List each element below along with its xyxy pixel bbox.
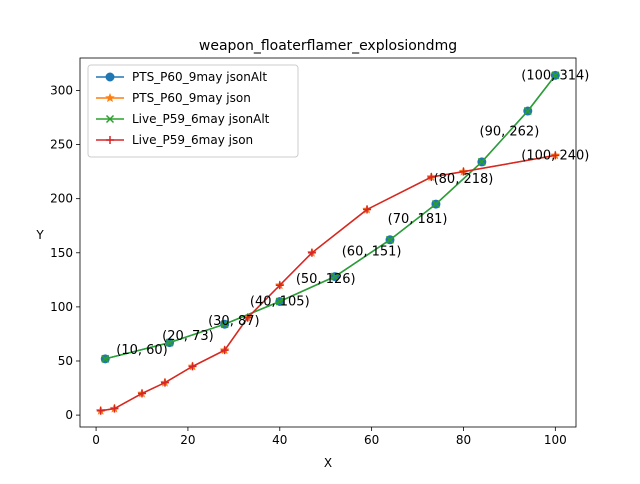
x-marker-stroke — [105, 114, 115, 124]
y-tick-label: 250 — [50, 138, 73, 152]
y-tick-label: 150 — [50, 246, 73, 260]
data-point — [459, 167, 468, 176]
data-point — [551, 71, 560, 80]
legend-entry: Live_P59_6may jsonAlt — [96, 112, 270, 126]
legend-marker — [105, 114, 115, 124]
chart-title: weapon_floaterflamer_explosiondmg — [199, 38, 457, 54]
data-point — [96, 406, 105, 415]
y-tick-label: 300 — [50, 83, 73, 97]
x-marker-stroke — [431, 200, 440, 209]
data-point — [427, 173, 436, 182]
series-3 — [101, 71, 560, 363]
point-annotation: (100, 314) — [521, 68, 589, 83]
data-point — [110, 404, 119, 413]
data-point — [165, 338, 174, 347]
series-group — [95, 70, 561, 415]
x-tick-label: 80 — [456, 433, 471, 447]
legend-label: PTS_P60_9may json — [132, 91, 251, 105]
y-tick-label: 50 — [58, 354, 73, 368]
legend-label: PTS_P60_9may jsonAlt — [132, 70, 267, 84]
annotations: (10, 60)(20, 73)(30, 87) (40, 105) (50, 12… — [116, 68, 589, 358]
data-point — [431, 200, 440, 209]
series-line — [105, 74, 556, 360]
x-marker-stroke — [523, 106, 532, 116]
x-tick-label: 100 — [544, 433, 567, 447]
data-point — [385, 235, 395, 244]
x-marker-stroke — [477, 157, 486, 166]
point-annotation: (70, 181) — [388, 212, 448, 227]
point-annotation: (40, 105) — [250, 294, 310, 309]
data-point — [523, 106, 532, 116]
legend-label: Live_P59_6may json — [132, 133, 253, 147]
x-tick-label: 60 — [364, 433, 379, 447]
y-tick-label: 100 — [50, 300, 73, 314]
data-point — [551, 151, 560, 160]
point-annotation: (100, 240) — [521, 148, 589, 163]
data-point — [275, 297, 284, 306]
legend-box — [87, 64, 299, 158]
y-axis-label: Y — [35, 228, 44, 242]
x-marker-stroke — [165, 338, 174, 347]
point-annotation: (10, 60) — [116, 343, 168, 358]
legend-entry: PTS_P60_9may jsonAlt — [96, 70, 267, 84]
data-point — [477, 157, 486, 166]
legend-marker — [105, 92, 115, 103]
data-point — [330, 272, 339, 281]
data-point — [138, 389, 146, 398]
data-point — [101, 354, 110, 363]
data-point — [307, 248, 316, 257]
legend-marker — [105, 72, 115, 82]
y-tick-label: 200 — [50, 192, 73, 206]
data-point — [243, 313, 252, 322]
data-point — [188, 362, 197, 371]
point-annotation: (90, 262) — [480, 125, 540, 140]
legend: PTS_P60_9may jsonAlt PTS_P60_9may json Liv… — [87, 64, 299, 158]
point-annotation: (20, 73) — [162, 329, 214, 344]
point-annotation: (60, 151) — [342, 245, 402, 260]
point-annotation: (80, 218) — [434, 172, 494, 187]
data-point — [160, 378, 169, 387]
legend-label: Live_P59_6may jsonAlt — [132, 112, 270, 126]
x-tick-label: 40 — [272, 433, 287, 447]
x-marker-stroke — [330, 272, 339, 281]
point-annotation: (30, 87) — [208, 314, 260, 329]
x-tick-label: 0 — [92, 433, 100, 447]
plot-frame — [79, 57, 577, 428]
data-point — [220, 320, 229, 329]
x-axis-label: X — [324, 456, 332, 470]
legend-entry: Live_P59_6may json — [96, 133, 253, 147]
data-point — [220, 346, 229, 355]
data-point — [275, 281, 284, 290]
legend-entry: PTS_P60_9may json — [96, 91, 251, 105]
x-marker-stroke — [275, 297, 284, 306]
x-marker-stroke — [101, 354, 110, 363]
y-tick-label: 0 — [65, 408, 73, 422]
x-marker-stroke — [551, 71, 560, 80]
legend-marker — [106, 136, 114, 144]
series-4 — [96, 151, 560, 415]
data-point — [363, 205, 372, 214]
x-marker-stroke — [220, 320, 229, 329]
axes: 0 20 40 60 80 100 0 50 100 150 200 250 300 — [50, 57, 577, 447]
x-marker-stroke — [385, 235, 395, 244]
point-annotation: (50, 126) — [296, 272, 356, 287]
x-tick-label: 20 — [180, 433, 195, 447]
